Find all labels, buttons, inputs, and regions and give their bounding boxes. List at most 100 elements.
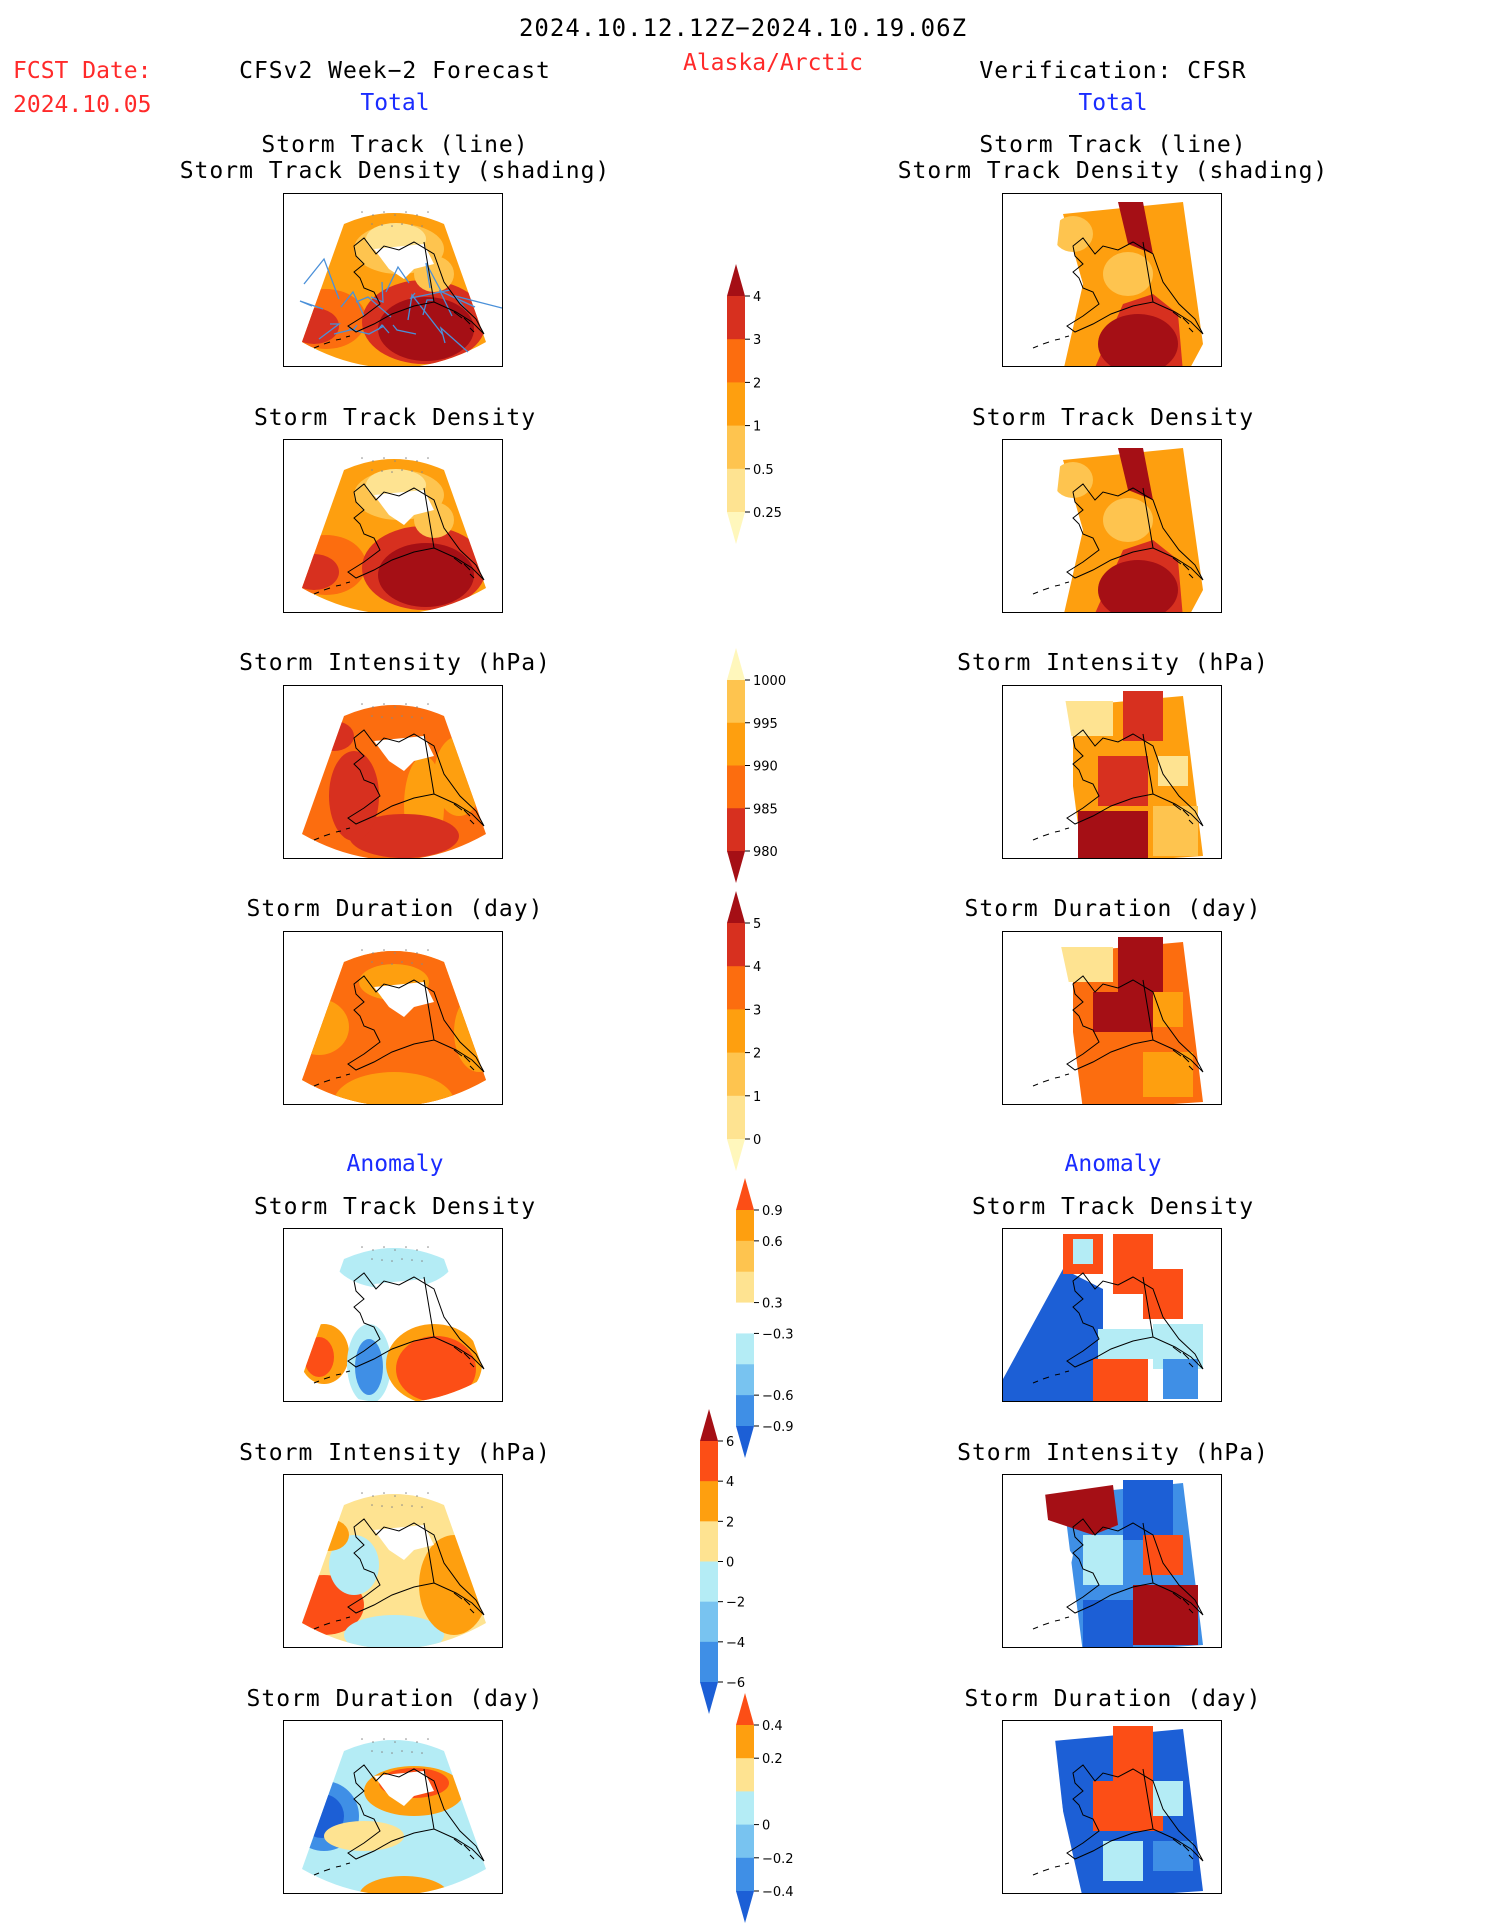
masked-area (1003, 194, 1063, 366)
left-anom-density-title: Storm Track Density (253, 1194, 537, 1220)
map-verif-duration-anomaly (1002, 1720, 1222, 1894)
graticule-dots (361, 703, 429, 719)
colorbar-tick-label: 990 (753, 760, 778, 775)
colorbar-tick-label: 1 (753, 1090, 761, 1105)
map-verif-density-anomaly (1002, 1228, 1222, 1402)
coastline (313, 237, 485, 349)
valid-period-title: 2024.10.12.12Z−2024.10.19.06Z (518, 14, 968, 42)
coastline (313, 1764, 485, 1876)
masked-area (1003, 1721, 1063, 1893)
shade-region (1098, 314, 1178, 366)
colorbar-bottom-arrow (727, 1139, 745, 1171)
colorbar-tick-label: 980 (753, 845, 778, 860)
masked-area (1003, 1475, 1073, 1647)
map-fcst-track (283, 193, 503, 367)
colorbar-duration-total: 5 4 3 2 1 0 (723, 891, 821, 1177)
colorbar-tick-label: 3 (753, 1003, 761, 1018)
right-intensity-title: Storm Intensity (hPa) (957, 650, 1269, 676)
colorbar-swatch (700, 1601, 718, 1643)
colorbar-bottom-arrow (727, 512, 745, 544)
left-duration-title: Storm Duration (day) (246, 896, 544, 922)
map-fcst-duration (283, 931, 503, 1105)
colorbar-top-arrow (727, 264, 745, 296)
map-verif-intensity (1002, 685, 1222, 859)
colorbar-swatch (736, 1364, 754, 1396)
colorbar-tick-label: 0 (762, 1819, 770, 1834)
shade-region (1053, 216, 1093, 252)
colorbar-tick-label: 1000 (753, 674, 786, 689)
coastline (1032, 237, 1204, 349)
right-total-label: Total (1078, 90, 1148, 116)
colorbar-tick-label: 0.6 (762, 1235, 783, 1250)
shade-region (302, 999, 349, 1055)
colorbar-tick-label: −0.3 (762, 1327, 794, 1342)
coastline (1032, 483, 1204, 595)
colorbar-tick-label: 5 (753, 917, 761, 932)
colorbar-tick-label: −2 (726, 1596, 745, 1611)
graticule-dots (361, 949, 429, 965)
right-anom-duration-title: Storm Duration (day) (964, 1686, 1262, 1712)
colorbar-duration-anom: 0.4 0.2 0 −0.2 −0.4 (732, 1693, 830, 1929)
colorbar-swatch (727, 296, 745, 340)
map-verif-duration (1002, 931, 1222, 1105)
coastline (313, 483, 485, 595)
colorbar-tick-label: 2 (753, 1047, 761, 1062)
colorbar-bottom-arrow (736, 1426, 754, 1458)
shade-region (334, 1072, 454, 1104)
colorbar-intensity-total: 1000 995 990 985 980 (723, 648, 821, 889)
shade-region (1003, 1269, 1103, 1401)
colorbar-swatch (736, 1333, 754, 1365)
shade-region (334, 1248, 454, 1289)
north-gap (364, 1475, 424, 1493)
shade-region (419, 1535, 486, 1635)
colorbar-tick-label: −4 (726, 1636, 745, 1651)
forecast-title: CFSv2 Week−2 Forecast (239, 58, 551, 84)
shade-region (1103, 252, 1153, 296)
colorbar-bottom-arrow (700, 1682, 718, 1714)
colorbar-swatch (727, 468, 745, 513)
north-gap (364, 194, 424, 212)
shade-region (1043, 1485, 1118, 1535)
shade-region (1118, 202, 1153, 254)
coastline (1032, 729, 1204, 841)
coastline (313, 1272, 485, 1384)
right-track-shading-title: Storm Track Density (shading) (897, 158, 1329, 184)
shade-region (1103, 1841, 1143, 1881)
left-anom-duration-title: Storm Duration (day) (246, 1686, 544, 1712)
colorbar-intensity-anom: 6 4 2 0 −2 −4 −6 (696, 1409, 794, 1720)
shade-region (454, 992, 486, 1072)
shade-region (1093, 1359, 1148, 1401)
shade-region (349, 814, 459, 858)
shade-region (434, 736, 484, 816)
colorbar-top-arrow (736, 1178, 754, 1210)
colorbar-top-arrow (727, 891, 745, 923)
colorbar-tick-label: 0.4 (762, 1719, 783, 1734)
colorbar-tick-label: 0 (726, 1556, 734, 1571)
colorbar-tick-label: 2 (726, 1515, 734, 1530)
map-fcst-intensity-anomaly (283, 1474, 503, 1648)
colorbar-swatch (727, 966, 745, 1010)
masked-area (374, 982, 434, 1017)
shade-region (1103, 498, 1153, 542)
shade-region (1118, 937, 1163, 997)
shade-region (1078, 811, 1148, 858)
map-fcst-density-anomaly (283, 1228, 503, 1402)
colorbar-swatch (736, 1857, 754, 1892)
colorbar-bottom-arrow (727, 851, 745, 883)
right-anom-intensity-title: Storm Intensity (hPa) (957, 1440, 1269, 1466)
colorbar-tick-label: 4 (753, 290, 761, 305)
colorbar-tick-label: 2 (753, 376, 761, 391)
shade-region (304, 1337, 334, 1377)
colorbar-tick-label: 985 (753, 802, 778, 817)
colorbar-swatch (727, 722, 745, 766)
masked-area (1003, 686, 1073, 858)
shade-region (1158, 756, 1188, 786)
shade-region (1143, 1269, 1183, 1319)
coastline (313, 975, 485, 1087)
shade-region (1093, 992, 1153, 1032)
shade-region (1053, 462, 1093, 498)
colorbar-tick-label: −0.4 (762, 1885, 794, 1900)
shade-region (1163, 1359, 1198, 1399)
colorbar-swatch (727, 425, 745, 470)
shade-region (1153, 992, 1183, 1027)
